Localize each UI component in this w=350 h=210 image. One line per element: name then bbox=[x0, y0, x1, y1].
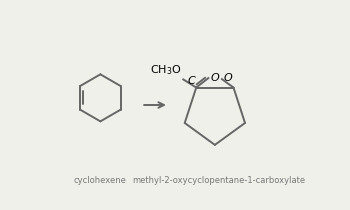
Text: O: O bbox=[210, 73, 219, 83]
Text: CH$_3$O: CH$_3$O bbox=[150, 63, 182, 77]
Text: C: C bbox=[188, 76, 195, 86]
Text: O: O bbox=[224, 73, 233, 83]
Text: cyclohexene: cyclohexene bbox=[74, 176, 127, 185]
Text: methyl-2-oxycyclopentane-1-carboxylate: methyl-2-oxycyclopentane-1-carboxylate bbox=[132, 176, 306, 185]
